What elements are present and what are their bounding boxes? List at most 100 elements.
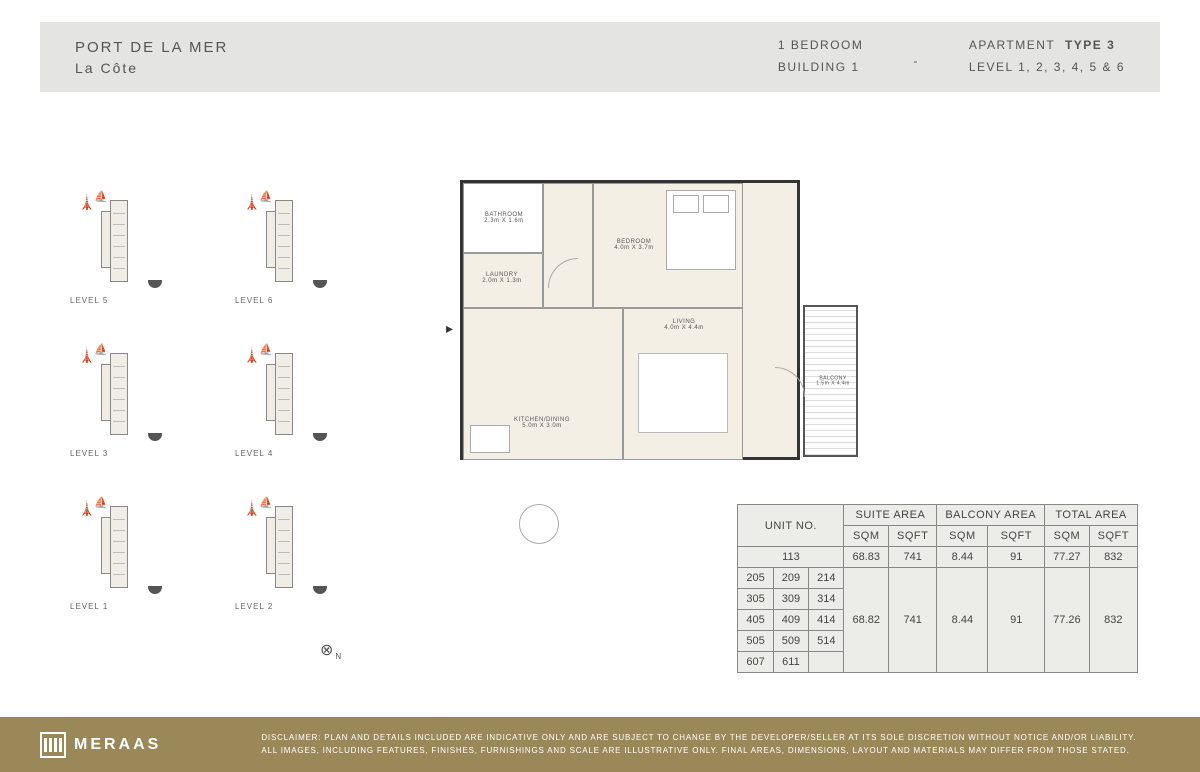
area-cell: 68.83 bbox=[844, 547, 889, 568]
apt-info: APARTMENT TYPE 3 LEVEL 1, 2, 3, 4, 5 & 6 bbox=[969, 35, 1125, 78]
level-label: LEVEL 5 bbox=[70, 296, 108, 305]
th-sqft: SQFT bbox=[988, 526, 1045, 547]
level-label: LEVEL 6 bbox=[235, 296, 273, 305]
brand-name: MERAAS bbox=[74, 736, 161, 754]
header-bar: PORT DE LA MER La Côte 1 BEDROOM BUILDIN… bbox=[40, 22, 1160, 92]
sofa-icon bbox=[638, 353, 728, 433]
unit-cell: 209 bbox=[773, 568, 808, 589]
unit-info: 1 BEDROOM BUILDING 1 bbox=[778, 35, 864, 78]
logo-icon bbox=[40, 732, 66, 758]
level-label: LEVEL 1, 2, 3, 4, 5 & 6 bbox=[969, 57, 1125, 79]
footer-bar: MERAAS DISCLAIMER: PLAN AND DETAILS INCL… bbox=[0, 717, 1200, 772]
building-outline-icon bbox=[110, 353, 128, 435]
tower-icon: 🗼 bbox=[78, 347, 95, 364]
bed-furniture-icon bbox=[666, 190, 736, 270]
unit-cell: 314 bbox=[809, 589, 844, 610]
bathroom-label: BATHROOM 2.3m X 1.6m bbox=[474, 212, 534, 224]
level-item: 🗼 ⛵ LEVEL 1 bbox=[70, 498, 180, 611]
kitchen-label: KITCHEN/DINING 5.0m X 3.0m bbox=[512, 417, 572, 429]
boat-icon: ⛵ bbox=[94, 496, 108, 509]
level-item: 🗼 ⛵ LEVEL 2 bbox=[235, 498, 345, 611]
brand-logo: MERAAS bbox=[40, 732, 161, 758]
header-right: 1 BEDROOM BUILDING 1 - APARTMENT TYPE 3 … bbox=[778, 35, 1125, 78]
level-label: LEVEL 3 bbox=[70, 449, 108, 458]
unit-cell: 113 bbox=[738, 547, 844, 568]
level-graphic: 🗼 ⛵ bbox=[235, 192, 345, 292]
pot-icon bbox=[148, 280, 162, 288]
level-key-plans: 🗼 ⛵ LEVEL 5 🗼 ⛵ LEVEL 6 🗼 ⛵ LEVEL 3 🗼 ⛵ … bbox=[70, 192, 410, 651]
unit-cell: 611 bbox=[773, 652, 808, 673]
building-outline-icon bbox=[275, 200, 293, 282]
unit-cell: 514 bbox=[809, 631, 844, 652]
building-outline-icon bbox=[110, 506, 128, 588]
level-item: 🗼 ⛵ LEVEL 4 bbox=[235, 345, 345, 458]
living-label: LIVING 4.0m X 4.4m bbox=[654, 319, 714, 331]
unit-cell bbox=[809, 652, 844, 673]
compass-icon: ⊗ bbox=[320, 640, 341, 661]
laundry-label: LAUNDRY 2.0m X 1.3m bbox=[472, 272, 532, 284]
th-balcony: BALCONY AREA bbox=[937, 505, 1045, 526]
level-graphic: 🗼 ⛵ bbox=[70, 345, 180, 445]
boat-icon: ⛵ bbox=[259, 496, 273, 509]
pot-icon bbox=[148, 586, 162, 594]
tower-icon: 🗼 bbox=[243, 347, 260, 364]
balcony: BALCONY 1.5m X 4.4m bbox=[803, 305, 858, 457]
building-outline-icon bbox=[110, 200, 128, 282]
th-unit: UNIT NO. bbox=[738, 505, 844, 547]
unit-cell: 214 bbox=[809, 568, 844, 589]
level-graphic: 🗼 ⛵ bbox=[70, 192, 180, 292]
tower-icon: 🗼 bbox=[78, 500, 95, 517]
th-sqft: SQFT bbox=[1089, 526, 1137, 547]
area-cell: 8.44 bbox=[937, 568, 988, 673]
entry-arrow-icon: ▸ bbox=[446, 320, 453, 337]
stove-icon bbox=[470, 425, 510, 453]
level-graphic: 🗼 ⛵ bbox=[235, 345, 345, 445]
boat-icon: ⛵ bbox=[259, 190, 273, 203]
room-kitchen: KITCHEN/DINING 5.0m X 3.0m bbox=[463, 308, 623, 460]
level-label: LEVEL 4 bbox=[235, 449, 273, 458]
boat-icon: ⛵ bbox=[94, 190, 108, 203]
th-sqm: SQM bbox=[1045, 526, 1090, 547]
th-suite: SUITE AREA bbox=[844, 505, 937, 526]
tower-icon: 🗼 bbox=[78, 194, 95, 211]
header-left: PORT DE LA MER La Côte bbox=[75, 39, 228, 76]
building-outline-icon bbox=[275, 506, 293, 588]
area-cell: 91 bbox=[988, 568, 1045, 673]
area-cell: 832 bbox=[1089, 568, 1137, 673]
tower-icon: 🗼 bbox=[243, 194, 260, 211]
level-item: 🗼 ⛵ LEVEL 3 bbox=[70, 345, 180, 458]
th-total: TOTAL AREA bbox=[1045, 505, 1138, 526]
th-sqm: SQM bbox=[937, 526, 988, 547]
th-sqm: SQM bbox=[844, 526, 889, 547]
door-arc-icon bbox=[775, 367, 805, 397]
pot-icon bbox=[313, 433, 327, 441]
boat-icon: ⛵ bbox=[94, 343, 108, 356]
area-cell: 68.82 bbox=[844, 568, 889, 673]
unit-cell: 309 bbox=[773, 589, 808, 610]
disclaimer-text: DISCLAIMER: PLAN AND DETAILS INCLUDED AR… bbox=[261, 732, 1141, 758]
room-living: LIVING 4.0m X 4.4m bbox=[623, 308, 743, 460]
door-arc-icon bbox=[548, 258, 578, 288]
area-cell: 741 bbox=[889, 568, 937, 673]
level-graphic: 🗼 ⛵ bbox=[70, 498, 180, 598]
dash: - bbox=[913, 51, 919, 79]
unit-cell: 505 bbox=[738, 631, 773, 652]
room-corridor bbox=[543, 183, 593, 308]
unit-cell: 607 bbox=[738, 652, 773, 673]
level-item: 🗼 ⛵ LEVEL 6 bbox=[235, 192, 345, 305]
level-label: LEVEL 1 bbox=[70, 602, 108, 611]
pot-icon bbox=[148, 433, 162, 441]
unit-cell: 205 bbox=[738, 568, 773, 589]
apt-label: APARTMENT bbox=[969, 38, 1055, 52]
room-bathroom: BATHROOM 2.3m X 1.6m bbox=[463, 183, 543, 253]
area-cell: 832 bbox=[1089, 547, 1137, 568]
floor-plan: BATHROOM 2.3m X 1.6m LAUNDRY 2.0m X 1.3m… bbox=[460, 180, 800, 460]
pot-icon bbox=[313, 280, 327, 288]
area-cell: 91 bbox=[988, 547, 1045, 568]
unit-cell: 509 bbox=[773, 631, 808, 652]
apt-type: TYPE 3 bbox=[1065, 38, 1115, 52]
balcony-label: BALCONY 1.5m X 4.4m bbox=[808, 376, 859, 386]
area-cell: 8.44 bbox=[937, 547, 988, 568]
unit-cell: 409 bbox=[773, 610, 808, 631]
subproject-name: La Côte bbox=[75, 60, 228, 76]
